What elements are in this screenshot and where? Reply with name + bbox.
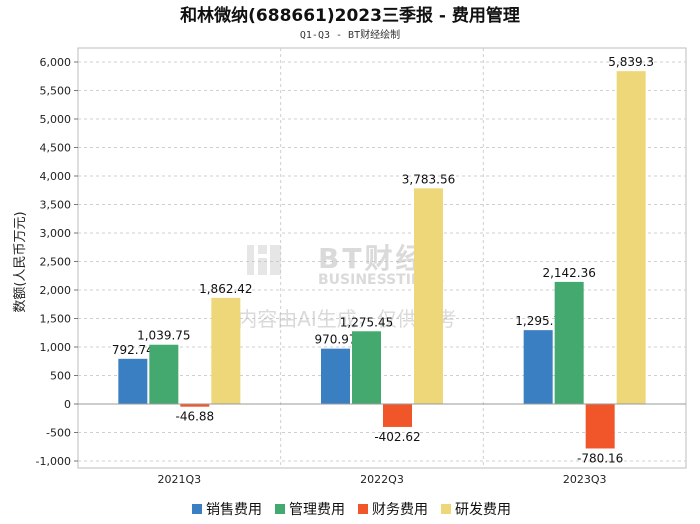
bar bbox=[523, 330, 553, 404]
legend-swatch bbox=[441, 504, 451, 514]
chart-title: 和林微纳(688661)2023三季报 - 费用管理 bbox=[180, 5, 520, 26]
y-tick-label: -500 bbox=[46, 427, 71, 440]
y-tick-label: 5,000 bbox=[40, 113, 72, 126]
bar bbox=[149, 344, 179, 404]
data-label: 1,295.7 bbox=[515, 314, 561, 328]
x-tick-label: 2023Q3 bbox=[563, 473, 607, 486]
data-label: 792.74 bbox=[112, 343, 154, 357]
data-label: -780.16 bbox=[577, 451, 623, 465]
data-label: 5,839.3 bbox=[608, 55, 654, 69]
watermark-brand: BT财经 bbox=[318, 242, 426, 275]
legend-swatch bbox=[192, 504, 202, 514]
chart-subtitle: Q1-Q3 - BT财经绘制 bbox=[300, 28, 400, 41]
data-label: -402.62 bbox=[374, 430, 420, 444]
x-axis: 2021Q3 2022Q3 2023Q3 bbox=[158, 473, 607, 486]
y-tick-label: 1,000 bbox=[40, 341, 72, 354]
bar bbox=[352, 331, 381, 404]
y-tick-label: 0 bbox=[64, 398, 71, 411]
data-label: 970.97 bbox=[315, 333, 357, 347]
y-tick-label: 6,000 bbox=[40, 56, 72, 69]
y-tick-label: 4,000 bbox=[40, 170, 72, 183]
bars: 792.741,039.75 -46.88 1,862.42 970.97 1,275.… bbox=[112, 55, 654, 465]
bar bbox=[554, 281, 584, 404]
y-tick-label: 2,000 bbox=[40, 284, 72, 297]
bar bbox=[211, 297, 241, 404]
bar bbox=[383, 404, 412, 427]
legend-label: 研发费用 bbox=[455, 502, 511, 518]
watermark-brand-en: BUSINESSTIMES bbox=[318, 272, 445, 288]
y-tick-label: 1,500 bbox=[40, 313, 72, 326]
y-tick-label: 2,500 bbox=[40, 256, 72, 269]
data-label: 2,142.36 bbox=[542, 266, 595, 280]
data-label: 1,039.75 bbox=[137, 329, 190, 343]
legend-label: 财务费用 bbox=[372, 502, 428, 518]
y-tick-label: 4,500 bbox=[40, 142, 72, 155]
bar bbox=[616, 71, 646, 404]
y-tick-label: -1,000 bbox=[36, 455, 71, 468]
plot-area bbox=[77, 47, 687, 469]
x-tick-label: 2021Q3 bbox=[158, 473, 202, 486]
bar bbox=[585, 404, 615, 449]
data-label: 3,783.56 bbox=[402, 172, 455, 186]
y-tick-label: 3,000 bbox=[40, 227, 72, 240]
bar bbox=[118, 358, 148, 404]
data-label: 1,862.42 bbox=[199, 282, 252, 296]
legend-label: 管理费用 bbox=[289, 502, 345, 518]
watermark-logo-icon bbox=[247, 245, 281, 275]
y-tick-label: 3,500 bbox=[40, 199, 72, 212]
legend: 销售费用 管理费用 财务费用 研发费用 bbox=[192, 502, 511, 518]
bar bbox=[180, 404, 210, 407]
bar bbox=[414, 188, 443, 404]
watermark: BT财经 BUSINESSTIMES 内容由AI生成，仅供参考 bbox=[237, 242, 457, 331]
y-tick-label: 5,500 bbox=[40, 85, 72, 98]
legend-label: 销售费用 bbox=[206, 502, 262, 518]
data-label: 1,275.45 bbox=[340, 315, 393, 329]
bar bbox=[321, 348, 350, 404]
data-label: -46.88 bbox=[175, 410, 214, 424]
y-tick-label: 500 bbox=[50, 370, 71, 383]
y-axis: -1,000 -500 0 500 1,000 1,500 2,000 2,500 3,000 3… bbox=[36, 56, 78, 468]
x-tick-label: 2022Q3 bbox=[360, 473, 404, 486]
legend-swatch bbox=[275, 504, 285, 514]
legend-swatch bbox=[358, 504, 368, 514]
y-axis-label: 数额(人民币万元) bbox=[13, 211, 28, 312]
